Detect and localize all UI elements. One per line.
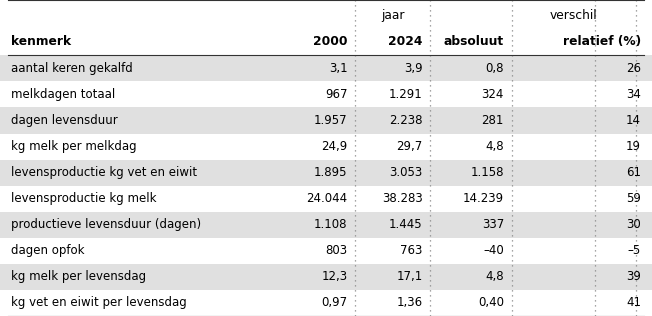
Text: 41: 41 — [626, 296, 641, 309]
Text: 281: 281 — [482, 114, 504, 127]
Text: 38.283: 38.283 — [382, 192, 422, 205]
Text: 39: 39 — [626, 270, 641, 283]
Bar — [0, 55, 652, 82]
Text: 3.053: 3.053 — [389, 166, 422, 179]
Text: –40: –40 — [483, 244, 504, 257]
Bar — [0, 160, 652, 186]
Text: dagen levensduur: dagen levensduur — [11, 114, 118, 127]
Text: 14.239: 14.239 — [463, 192, 504, 205]
Text: 1.895: 1.895 — [314, 166, 348, 179]
Text: verschil: verschil — [550, 9, 598, 22]
Text: jaar: jaar — [381, 9, 405, 22]
Text: kg vet en eiwit per levensdag: kg vet en eiwit per levensdag — [11, 296, 187, 309]
Text: levensproductie kg melk: levensproductie kg melk — [11, 192, 156, 205]
Text: absoluut: absoluut — [444, 35, 504, 48]
Text: 2.238: 2.238 — [389, 114, 422, 127]
Text: 24,9: 24,9 — [321, 140, 348, 153]
Text: aantal keren gekalfd: aantal keren gekalfd — [11, 62, 133, 75]
Text: 2024: 2024 — [388, 35, 422, 48]
Text: 0,97: 0,97 — [321, 296, 348, 309]
Text: 29,7: 29,7 — [396, 140, 422, 153]
Text: 17,1: 17,1 — [396, 270, 422, 283]
Text: 59: 59 — [626, 192, 641, 205]
Text: 34: 34 — [626, 88, 641, 101]
Text: levensproductie kg vet en eiwit: levensproductie kg vet en eiwit — [11, 166, 197, 179]
Text: 12,3: 12,3 — [321, 270, 348, 283]
Text: kenmerk: kenmerk — [11, 35, 71, 48]
Text: 14: 14 — [626, 114, 641, 127]
Text: relatief (%): relatief (%) — [563, 35, 641, 48]
Text: 4,8: 4,8 — [485, 140, 504, 153]
Text: 1.445: 1.445 — [389, 218, 422, 231]
Text: 0,8: 0,8 — [486, 62, 504, 75]
Text: 26: 26 — [626, 62, 641, 75]
Bar — [0, 212, 652, 238]
Text: 3,1: 3,1 — [329, 62, 348, 75]
Text: 3,9: 3,9 — [404, 62, 422, 75]
Text: 19: 19 — [626, 140, 641, 153]
Text: 1.158: 1.158 — [471, 166, 504, 179]
Text: 803: 803 — [325, 244, 348, 257]
Text: kg melk per melkdag: kg melk per melkdag — [11, 140, 137, 153]
Text: kg melk per levensdag: kg melk per levensdag — [11, 270, 146, 283]
Text: 1.108: 1.108 — [314, 218, 348, 231]
Text: 24.044: 24.044 — [306, 192, 348, 205]
Text: melkdagen totaal: melkdagen totaal — [11, 88, 115, 101]
Text: 324: 324 — [482, 88, 504, 101]
Bar — [0, 264, 652, 290]
Text: 337: 337 — [482, 218, 504, 231]
Text: 61: 61 — [626, 166, 641, 179]
Text: 4,8: 4,8 — [485, 270, 504, 283]
Text: 763: 763 — [400, 244, 422, 257]
Text: 1,36: 1,36 — [396, 296, 422, 309]
Text: 1.957: 1.957 — [314, 114, 348, 127]
Bar — [0, 107, 652, 134]
Text: 1.291: 1.291 — [389, 88, 422, 101]
Text: 0,40: 0,40 — [478, 296, 504, 309]
Text: productieve levensduur (dagen): productieve levensduur (dagen) — [11, 218, 201, 231]
Text: dagen opfok: dagen opfok — [11, 244, 85, 257]
Text: 967: 967 — [325, 88, 348, 101]
Text: 30: 30 — [626, 218, 641, 231]
Text: 2000: 2000 — [313, 35, 348, 48]
Text: –5: –5 — [628, 244, 641, 257]
